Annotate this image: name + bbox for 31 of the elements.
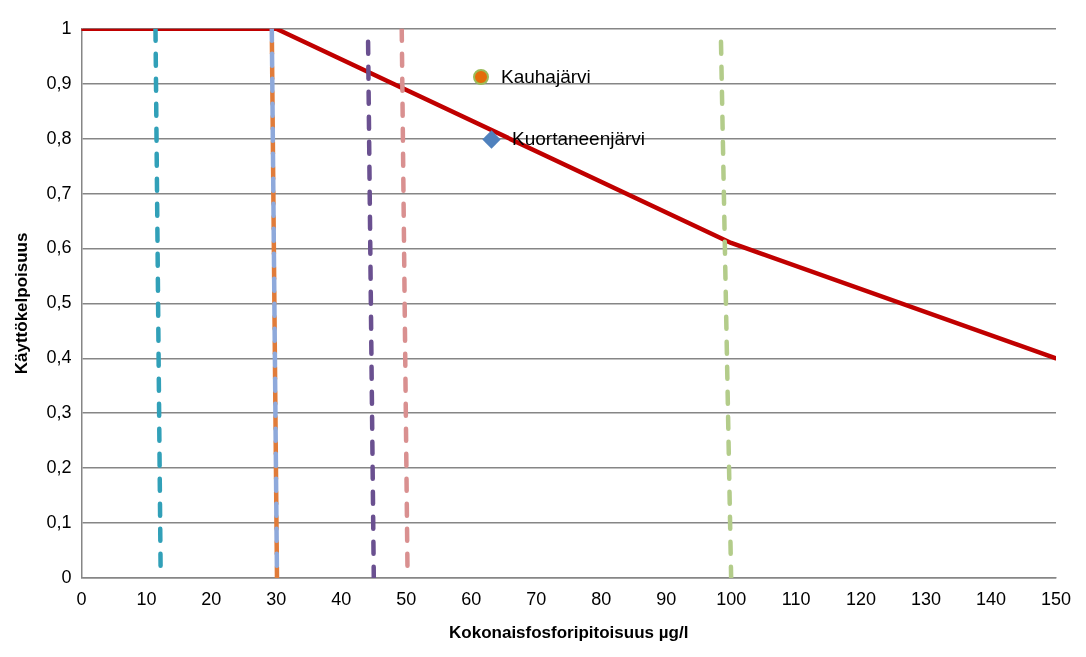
x-axis-title: Kokonaisfosforipitoisuus µg/l: [449, 623, 689, 643]
x-tick-label: 10: [136, 588, 157, 609]
x-tick-label: 30: [266, 588, 287, 609]
x-tick-label: 40: [331, 588, 352, 609]
y-axis-title: Käyttökelpoisuus: [11, 232, 31, 375]
x-tick-label: 50: [396, 588, 417, 609]
y-tick-label: 0,2: [46, 457, 72, 478]
x-tick-label: 100: [716, 588, 747, 609]
x-tick-label: 130: [911, 588, 942, 609]
y-tick-label: 0,9: [46, 72, 72, 93]
x-tick-label: 20: [201, 588, 222, 609]
legend-label: Kuortaneenjärvi: [512, 128, 646, 150]
y-tick-label: 0,5: [46, 292, 72, 313]
x-tick-label: 140: [976, 588, 1007, 609]
x-tick-label: 60: [461, 588, 482, 609]
y-tick-label: 0,6: [46, 237, 72, 258]
x-tick-label: 0: [76, 588, 87, 609]
x-tick-label: 80: [591, 588, 612, 609]
y-tick-label: 0,3: [46, 402, 72, 423]
y-tick-label: 0: [61, 566, 72, 587]
x-tick-label: 90: [656, 588, 677, 609]
x-tick-label: 110: [781, 588, 811, 609]
y-tick-label: 1: [61, 17, 72, 38]
x-tick-label: 150: [1040, 588, 1072, 609]
x-tick-label: 70: [526, 588, 547, 609]
y-tick-label: 0,8: [46, 127, 72, 148]
y-tick-label: 0,7: [46, 182, 72, 203]
legend-label: Kauhajärvi: [501, 66, 591, 88]
y-tick-label: 0,4: [46, 347, 72, 368]
y-tick-label: 0,1: [46, 512, 72, 533]
x-tick-label: 120: [846, 588, 877, 609]
